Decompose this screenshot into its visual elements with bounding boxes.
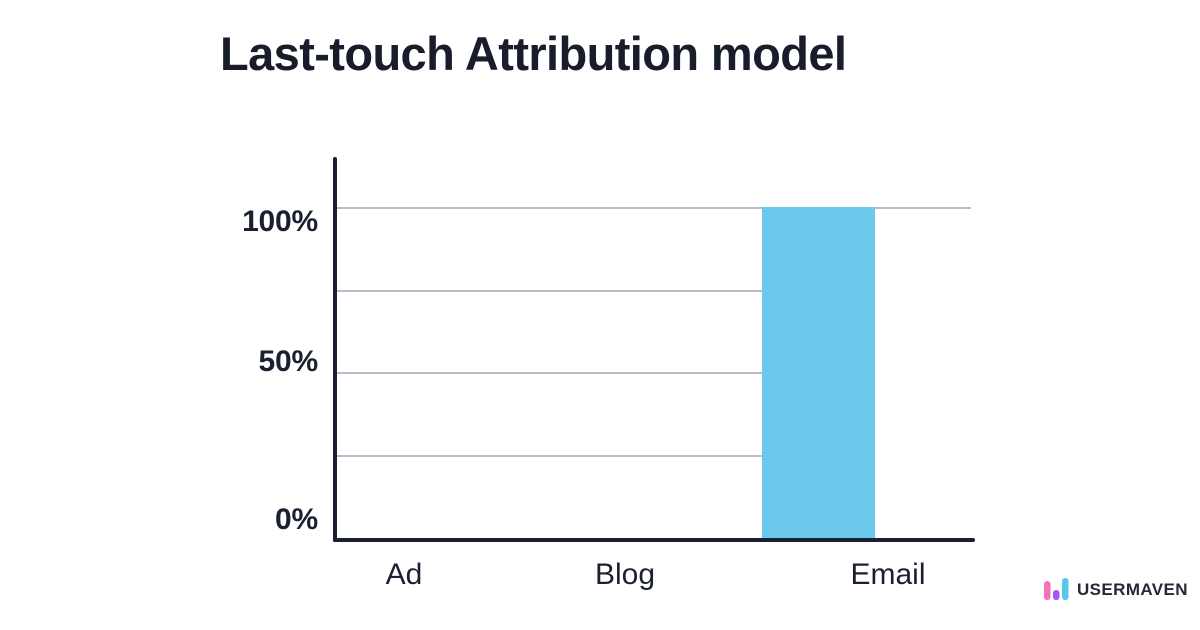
gridline-3 xyxy=(337,372,867,375)
x-tick-label-ad: Ad xyxy=(385,558,423,591)
y-tick-label-100: 100% xyxy=(242,205,318,238)
bar-email xyxy=(762,206,876,538)
usermaven-logo: USERMAVEN xyxy=(1044,578,1188,600)
gridline-4 xyxy=(337,455,867,458)
y-tick-label-0: 0% xyxy=(275,503,318,536)
page-title: Last-touch Attribution model xyxy=(220,27,847,80)
gridline-top xyxy=(337,206,971,209)
x-axis-line xyxy=(333,538,975,542)
x-axis-tick-labels: Ad Blog Email xyxy=(333,558,975,606)
brand-wordmark: USERMAVEN xyxy=(1077,579,1188,599)
y-axis-line xyxy=(333,157,337,542)
x-tick-label-email: Email xyxy=(850,558,926,591)
bar-chart-logo-icon xyxy=(1044,578,1069,600)
gridline-2 xyxy=(337,289,867,292)
y-tick-label-50: 50% xyxy=(258,345,319,378)
plot-area xyxy=(333,157,975,542)
x-tick-label-blog: Blog xyxy=(594,558,656,591)
y-axis-tick-labels: 100% 50% 0% xyxy=(0,0,320,630)
